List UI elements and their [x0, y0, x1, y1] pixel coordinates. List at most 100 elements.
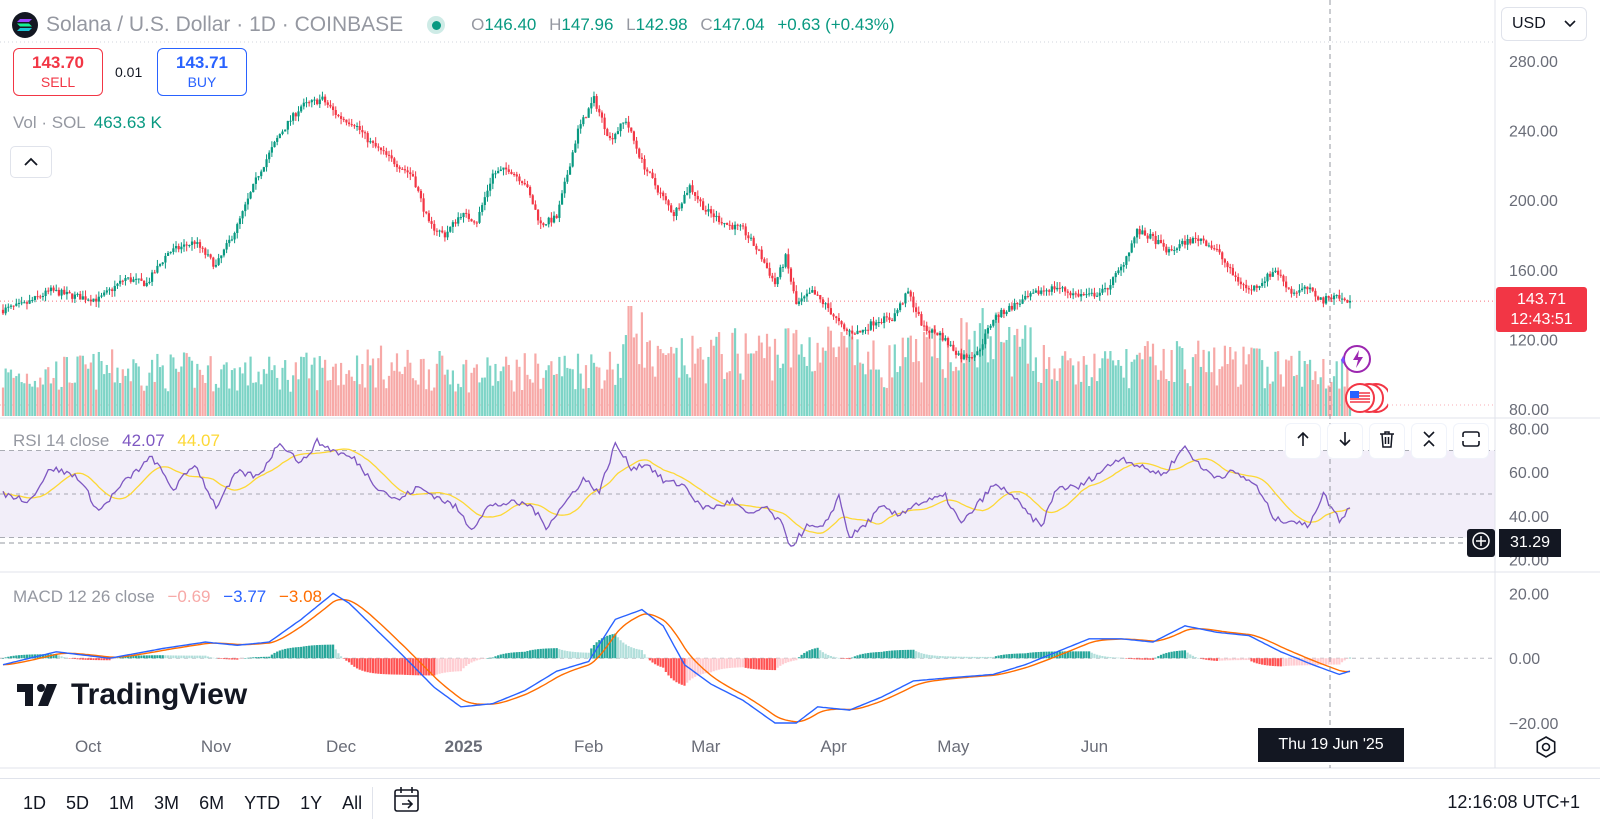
delete-pane-button[interactable] — [1370, 424, 1404, 458]
macd-hist-bar — [1138, 658, 1141, 660]
buy-button[interactable]: 143.71 BUY — [157, 48, 247, 96]
macd-hist-bar — [1338, 658, 1341, 665]
range-1m-button[interactable]: 1M — [109, 793, 135, 813]
volume-bar — [1077, 361, 1080, 416]
collapse-legend-button[interactable] — [10, 146, 52, 178]
volume-legend[interactable]: Vol · SOL 463.63 K — [13, 113, 162, 133]
volume-bar — [390, 362, 393, 416]
macd-hist-bar — [158, 655, 162, 659]
candle-body — [899, 303, 902, 311]
macd-hist-bar — [212, 657, 215, 659]
macd-hist-bar — [619, 640, 622, 659]
rsi-tick-label: 60.00 — [1509, 465, 1549, 482]
candle-body — [885, 316, 888, 318]
candle-body — [1119, 266, 1123, 271]
macd-hist-bar — [71, 658, 74, 659]
maximize-pane-button[interactable] — [1454, 424, 1488, 458]
macd-hist-bar — [1114, 657, 1117, 659]
candle-body — [893, 313, 896, 322]
candle-body — [116, 283, 119, 286]
macd-hist-bar — [119, 657, 122, 659]
range-5d-button[interactable]: 5D — [66, 793, 90, 813]
chart-settings-button[interactable] — [1535, 736, 1557, 763]
move-pane-down-button[interactable] — [1328, 424, 1362, 458]
volume-bar — [401, 374, 404, 416]
candle-body — [694, 192, 697, 196]
macd-hist-bar — [284, 648, 287, 659]
move-pane-up-button[interactable] — [1286, 424, 1320, 458]
candle-body — [36, 296, 39, 298]
candle-body — [1074, 293, 1077, 295]
add-alert-button[interactable] — [1467, 529, 1495, 557]
macd-hist-bar — [1255, 658, 1258, 664]
volume-bar — [590, 354, 593, 416]
volume-bar — [1210, 372, 1213, 416]
candle-body — [403, 169, 407, 171]
candle-body — [172, 248, 175, 252]
candle-body — [550, 217, 553, 223]
macd-hist-bar — [1250, 658, 1253, 662]
candle-body — [79, 293, 82, 300]
volume-bar — [331, 366, 335, 416]
range-1d-button[interactable]: 1D — [23, 793, 47, 813]
candle-body — [1082, 294, 1085, 296]
volume-bar — [978, 323, 982, 416]
macd-hist-bar — [989, 656, 992, 659]
candle-body — [55, 289, 58, 291]
volume-bar — [736, 353, 739, 416]
macd-hist-bar — [57, 655, 61, 659]
volume-bar — [209, 356, 212, 416]
volume-bar — [44, 369, 47, 416]
event-lightning-icon[interactable] — [1337, 344, 1373, 379]
symbol-header[interactable]: Solana / U.S. Dollar · 1D · COINBASE O14… — [12, 10, 895, 40]
range-6m-button[interactable]: 6M — [199, 793, 225, 813]
volume-bar — [664, 354, 667, 416]
candle-body — [1000, 309, 1003, 317]
volume-bar — [196, 363, 199, 416]
time-tick-label: Apr — [820, 737, 847, 756]
range-all-button[interactable]: All — [342, 793, 363, 813]
rsi-legend[interactable]: RSI 14 close 42.07 44.07 — [13, 431, 220, 451]
volume-bar — [970, 357, 974, 416]
candle-body — [1002, 309, 1006, 315]
macd-hist-bar — [286, 648, 289, 659]
macd-hist-bar — [308, 645, 311, 659]
candle-body — [837, 317, 840, 322]
volume-bar — [1042, 345, 1045, 416]
macd-hist-bar — [393, 658, 396, 675]
macd-hist-bar — [789, 658, 793, 662]
goto-date-button[interactable] — [392, 785, 422, 820]
candle-body — [44, 290, 47, 297]
range-ytd-button[interactable]: YTD — [244, 793, 281, 813]
sell-button[interactable]: 143.70 SELL — [13, 48, 103, 96]
candle-body — [1207, 245, 1211, 247]
collapse-pane-button[interactable] — [1412, 424, 1446, 458]
macd-hist-bar — [1218, 658, 1221, 661]
volume-bar — [635, 333, 638, 416]
candle-body — [347, 122, 351, 125]
macd-hist-bar — [986, 656, 990, 659]
candle-body — [188, 245, 191, 247]
macd-hist-bar — [395, 658, 399, 675]
volume-bar — [1282, 386, 1285, 416]
macd-hist-bar — [79, 658, 82, 660]
utc-clock[interactable]: 12:16:08 UTC+1 — [1447, 792, 1580, 812]
volume-bar — [741, 379, 745, 416]
candle-body — [1340, 298, 1344, 300]
volume-bar — [1311, 379, 1314, 416]
volume-bar — [920, 382, 923, 416]
range-3m-button[interactable]: 3M — [154, 793, 180, 813]
macd-legend[interactable]: MACD 12 26 close −0.69 −3.77 −3.08 — [13, 587, 322, 607]
volume-bar — [1146, 341, 1149, 416]
range-1y-button[interactable]: 1Y — [300, 793, 323, 813]
volume-bar — [994, 312, 998, 416]
macd-hist-bar — [795, 658, 798, 661]
economic-events-flags-icon[interactable] — [1340, 381, 1391, 420]
volume-bar — [981, 308, 984, 416]
rsi-ma-line — [2, 448, 1351, 534]
macd-hist-bar — [1311, 658, 1314, 666]
candle-body — [1202, 238, 1205, 241]
currency-select[interactable]: USD — [1501, 7, 1587, 41]
macd-hist-bar — [728, 658, 731, 669]
